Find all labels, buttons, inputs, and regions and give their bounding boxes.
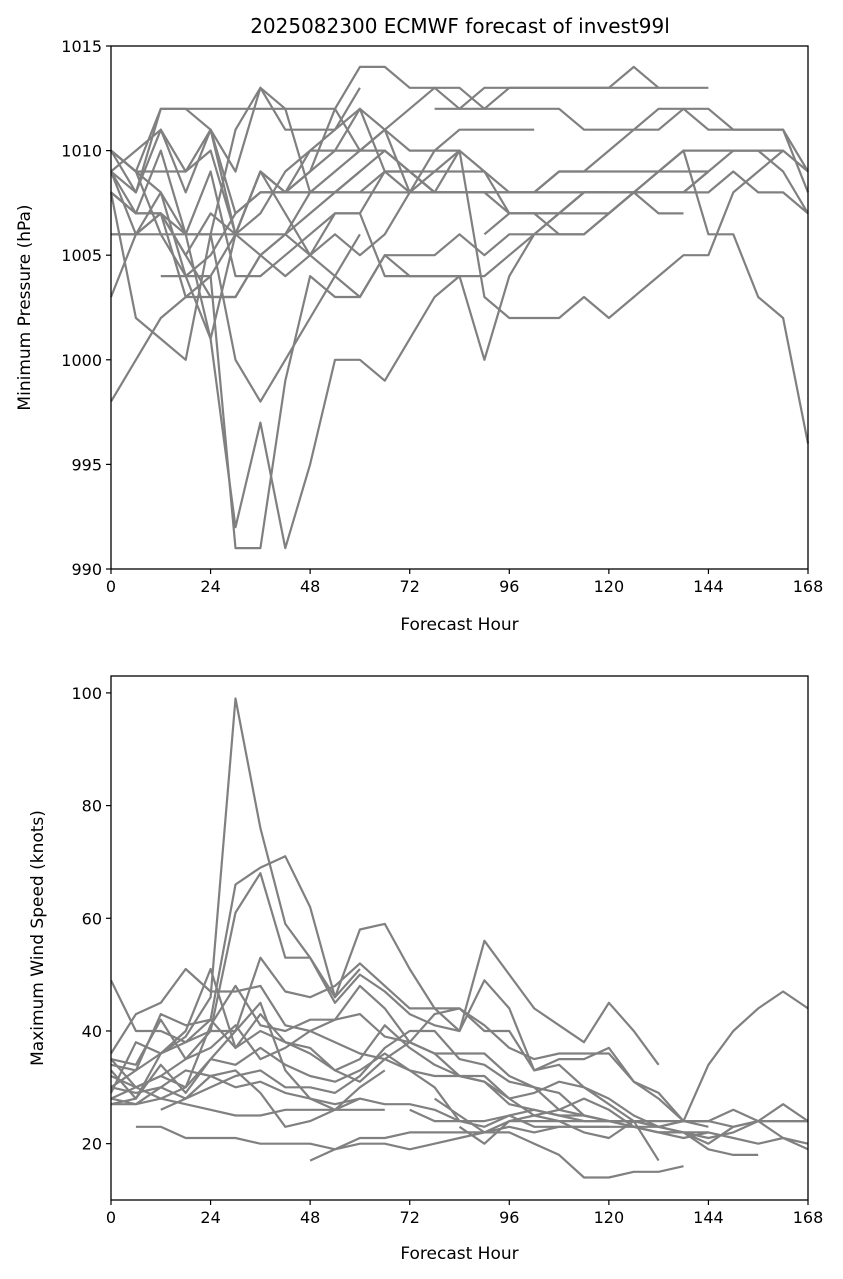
pressure-series-line-11	[110, 149, 710, 278]
pressure-series-line-7	[110, 149, 810, 444]
wind-series-line-12	[110, 1001, 386, 1111]
pressure-axes-frame	[110, 45, 809, 570]
pressure-ticks: 0 24 48 72 96 120 144 168 990 995 1000 1005 1010 1015	[61, 37, 823, 596]
pressure-y-axis-label: Minimum Pressure (hPa)	[15, 204, 35, 410]
wind-y-axis-label: Maximum Wind Speed (knots)	[28, 810, 48, 1066]
chart-title: 2025082300 ECMWF forecast of invest99l	[250, 14, 670, 38]
pressure-y-tick-label: 1000	[61, 351, 102, 370]
wind-x-axis-label: Forecast Hour	[400, 1244, 518, 1264]
pressure-y-tick-label: 990	[71, 560, 102, 579]
wind-axes-frame	[110, 675, 809, 1201]
wind-x-tick-label: 48	[300, 1208, 320, 1227]
wind-x-tick-label: 24	[200, 1208, 220, 1227]
pressure-panel: 2025082300 ECMWF forecast of invest99l 0…	[15, 14, 823, 635]
wind-y-tick-label: 60	[82, 909, 102, 928]
wind-series-line-15	[135, 1125, 684, 1179]
wind-series-line-10	[110, 1069, 759, 1157]
wind-series-line-7	[110, 1046, 809, 1145]
wind-series-line-2	[110, 855, 809, 1123]
pressure-x-tick-label: 168	[793, 577, 824, 596]
pressure-y-tick-label: 1015	[61, 37, 102, 56]
wind-ticks: 0 24 48 72 96 120 144 168 20 40 60 80 100	[71, 684, 823, 1227]
wind-series-line-17	[309, 1108, 808, 1162]
wind-x-tick-label: 0	[106, 1208, 116, 1227]
pressure-y-tick-label: 1005	[61, 246, 102, 265]
pressure-series-line-19	[434, 86, 709, 110]
wind-series-line-9	[110, 984, 660, 1162]
wind-x-tick-label: 96	[499, 1208, 519, 1227]
wind-y-tick-label: 100	[71, 684, 102, 703]
pressure-x-tick-label: 0	[106, 577, 116, 596]
wind-series-line-16	[160, 1069, 361, 1128]
wind-x-tick-label: 144	[693, 1208, 724, 1227]
wind-y-tick-label: 40	[82, 1022, 102, 1041]
pressure-series-line-18	[260, 149, 809, 194]
pressure-x-tick-label: 120	[594, 577, 625, 596]
wind-x-tick-label: 72	[400, 1208, 420, 1227]
wind-panel: 0 24 48 72 96 120 144 168 20 40 60 80 100 Forecast H…	[28, 675, 823, 1264]
wind-x-tick-label: 120	[594, 1208, 625, 1227]
pressure-series-line-16	[109, 149, 784, 320]
pressure-series-line-12	[110, 86, 535, 173]
pressure-x-axis-label: Forecast Hour	[400, 615, 518, 635]
wind-series-line-14	[111, 1097, 385, 1117]
wind-series-line-11	[110, 967, 461, 1122]
wind-series-lines	[110, 697, 809, 1179]
wind-series-line-1	[110, 697, 660, 1106]
pressure-x-tick-label: 24	[200, 577, 220, 596]
wind-x-tick-label: 168	[793, 1208, 824, 1227]
pressure-series-line-20	[483, 170, 709, 236]
wind-series-line-18	[409, 1108, 709, 1128]
wind-series-line-13	[110, 984, 635, 1140]
wind-series-line-19	[433, 1097, 609, 1134]
pressure-x-tick-label: 144	[693, 577, 724, 596]
wind-y-tick-label: 20	[82, 1135, 102, 1154]
pressure-y-tick-label: 1010	[61, 142, 102, 161]
pressure-x-tick-label: 48	[300, 577, 320, 596]
pressure-y-tick-label: 995	[71, 455, 102, 474]
pressure-series-lines	[109, 65, 810, 550]
pressure-x-tick-label: 72	[400, 577, 420, 596]
wind-y-tick-label: 80	[82, 797, 102, 816]
pressure-x-tick-label: 96	[499, 577, 519, 596]
wind-series-line-8	[110, 1029, 809, 1151]
pressure-series-line-3	[109, 170, 809, 550]
wind-series-line-20	[458, 1097, 709, 1145]
